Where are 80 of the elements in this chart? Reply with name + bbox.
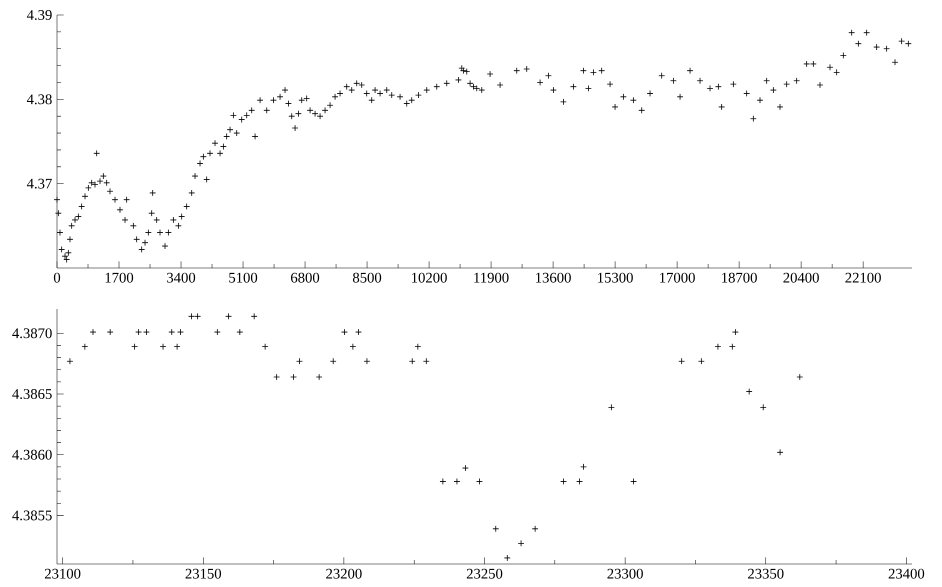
point [560, 478, 567, 485]
y-tick-label: 4.38 [26, 94, 52, 104]
point [214, 328, 221, 336]
point [462, 464, 469, 472]
point [188, 312, 195, 320]
point [746, 388, 752, 395]
point [714, 343, 722, 350]
point [492, 525, 500, 532]
x-tick-label: 23250 [466, 568, 502, 579]
point [732, 328, 739, 336]
point [476, 478, 483, 485]
point [174, 343, 180, 350]
point [760, 404, 767, 411]
x-tick-label: 17000 [660, 272, 695, 283]
y-tick-label: 4.3860 [12, 450, 52, 460]
point [422, 358, 430, 365]
x-tick-label: 23400 [888, 568, 924, 579]
point [236, 328, 244, 336]
point [518, 540, 524, 547]
point [678, 358, 685, 365]
x-tick-label: 23200 [326, 568, 362, 579]
x-tick-label: 23300 [607, 568, 643, 579]
point [698, 358, 705, 365]
point [341, 328, 348, 336]
point [532, 525, 538, 532]
y-tick-label: 4.3870 [12, 328, 52, 338]
point [330, 358, 337, 365]
y-tick-label: 4.39 [26, 10, 52, 20]
point [414, 343, 422, 350]
point [82, 343, 88, 350]
x-tick-label: 13600 [536, 272, 571, 283]
point [580, 464, 587, 470]
x-tick-label: 1700 [106, 272, 134, 283]
x-tick-label: 20400 [783, 272, 819, 283]
x-tick-label: 5100 [229, 272, 258, 283]
point [135, 328, 142, 336]
point [630, 478, 637, 485]
x-tick-label: 18700 [722, 272, 757, 283]
point [408, 358, 416, 365]
x-tick-label: 15300 [598, 272, 633, 283]
point [776, 448, 784, 456]
point [576, 478, 583, 485]
point [504, 554, 511, 562]
point [355, 328, 362, 336]
point [728, 343, 736, 350]
point [290, 374, 297, 380]
x-tick-label: 10200 [412, 272, 447, 283]
point [350, 343, 356, 350]
point [194, 312, 201, 320]
point [796, 374, 804, 380]
x-tick-label: 11900 [474, 272, 509, 283]
y-tick-label: 4.3865 [12, 389, 52, 399]
point [440, 478, 446, 485]
point [168, 328, 176, 336]
point [177, 328, 184, 336]
point [250, 312, 258, 320]
x-tick-label: 22100 [845, 272, 881, 283]
x-tick-label: 23350 [748, 568, 784, 579]
point [225, 312, 232, 320]
x-tick-label: 8500 [352, 272, 382, 283]
point [262, 343, 268, 350]
point [143, 328, 150, 336]
point [364, 358, 370, 365]
x-tick-label: 0 [54, 272, 60, 283]
point [160, 343, 166, 350]
x-tick-label: 3400 [167, 272, 196, 283]
y-tick-label: 4.3855 [12, 510, 52, 520]
point [454, 478, 460, 485]
point [316, 374, 322, 380]
x-tick-label: 6800 [291, 272, 320, 283]
x-tick-label: 23100 [44, 568, 80, 579]
point [273, 374, 280, 380]
point [296, 358, 303, 365]
point [131, 343, 138, 350]
x-tick-label: 23150 [186, 568, 222, 579]
point [66, 358, 74, 365]
point [90, 328, 96, 336]
point [608, 404, 615, 411]
point [106, 328, 114, 336]
y-tick-label: 4.37 [26, 178, 52, 189]
